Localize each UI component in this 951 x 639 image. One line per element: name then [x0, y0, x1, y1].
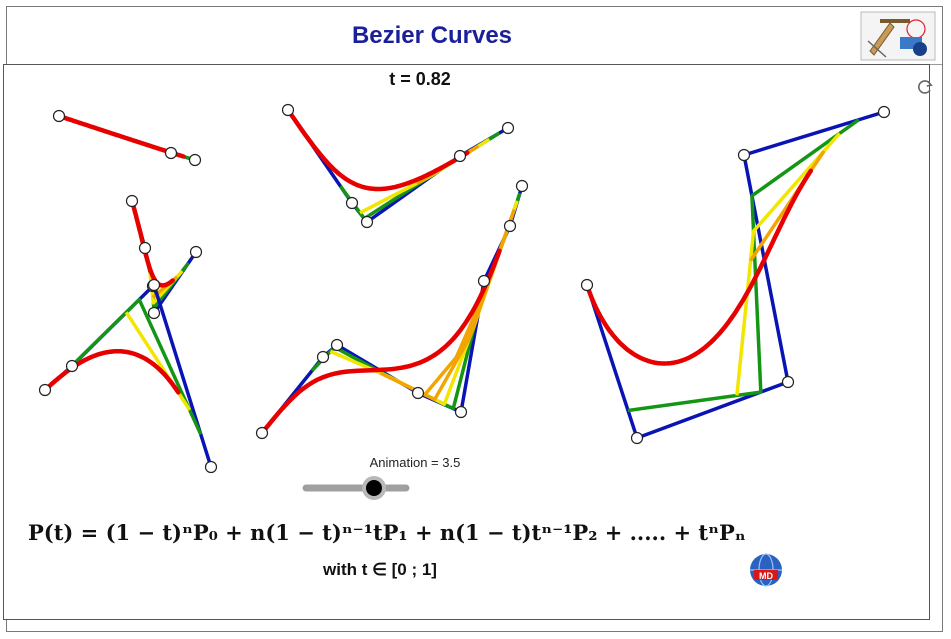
construction-segment: [65, 297, 203, 435]
geometry-tools-logo-icon: [860, 11, 936, 61]
bezier-curve: [285, 107, 470, 192]
globe-badge-icon[interactable]: MD: [748, 552, 784, 588]
control-point: [345, 196, 359, 210]
t-value-label: t = 0.82: [389, 69, 451, 89]
control-point: [281, 103, 295, 117]
control-point: [125, 194, 139, 208]
construction-segment: [379, 208, 516, 402]
control-point: [147, 278, 161, 292]
construction-segment: [735, 132, 841, 396]
control-point: [477, 274, 491, 288]
control-point: [52, 109, 66, 123]
bezier-curve: [259, 248, 502, 436]
construction-segment: [124, 311, 192, 411]
control-polygon: [260, 185, 524, 435]
control-polygon: [286, 109, 509, 224]
control-point: [630, 431, 644, 445]
control-point: [501, 121, 515, 135]
bezier-curve: [129, 198, 175, 288]
animation-slider[interactable]: [300, 474, 412, 502]
control-point: [255, 426, 269, 440]
control-point: [454, 405, 468, 419]
control-point: [503, 219, 517, 233]
bezier-formula: P(t) = (1 − t)ⁿP₀ + n(1 − t)ⁿ⁻¹tP₁ + n(1…: [28, 520, 746, 545]
control-point: [147, 306, 161, 320]
control-point: [781, 375, 795, 389]
formula-domain: with t ∈ [0 ; 1]: [323, 560, 437, 579]
control-point: [65, 359, 79, 373]
control-point: [204, 460, 218, 474]
control-point: [38, 383, 52, 397]
page-title: Bezier Curves: [351, 22, 513, 49]
control-point: [188, 153, 202, 167]
control-point: [737, 148, 751, 162]
control-point: [189, 245, 203, 259]
svg-text:MD: MD: [759, 571, 773, 581]
bezier-curve: [42, 348, 181, 395]
animation-label: Animation = 3.5: [369, 455, 461, 470]
control-point: [877, 105, 891, 119]
construction-segment: [749, 150, 826, 262]
control-point: [360, 215, 374, 229]
bezier-curve: [56, 113, 186, 159]
control-point: [330, 338, 344, 352]
bezier-curve: [584, 168, 814, 366]
control-point: [515, 179, 529, 193]
control-point: [453, 149, 467, 163]
control-point: [580, 278, 594, 292]
construction-segment: [627, 118, 860, 413]
control-point: [316, 350, 330, 364]
refresh-icon[interactable]: [916, 78, 934, 96]
construction-segment: [310, 192, 522, 411]
control-point: [164, 146, 178, 160]
construction-segment: [329, 200, 519, 406]
control-point: [411, 386, 425, 400]
control-polygon: [585, 110, 885, 440]
control-point: [138, 241, 152, 255]
